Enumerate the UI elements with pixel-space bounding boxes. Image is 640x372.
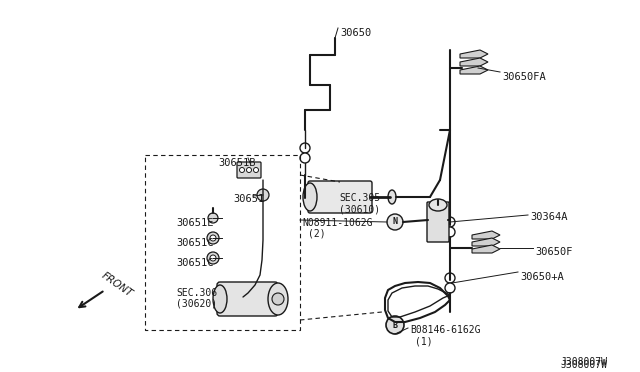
Polygon shape: [472, 231, 500, 239]
Circle shape: [210, 235, 216, 241]
FancyBboxPatch shape: [237, 162, 261, 178]
Ellipse shape: [429, 199, 447, 211]
Circle shape: [207, 252, 219, 264]
Circle shape: [387, 214, 403, 230]
Text: (30620): (30620): [176, 299, 217, 309]
Polygon shape: [460, 66, 488, 74]
Polygon shape: [472, 245, 500, 253]
Text: 30651E: 30651E: [176, 218, 214, 228]
Text: J308007W: J308007W: [560, 360, 607, 370]
Circle shape: [386, 316, 404, 334]
Text: (2): (2): [308, 229, 326, 239]
Text: 30651C: 30651C: [176, 258, 214, 268]
Ellipse shape: [388, 190, 396, 204]
Circle shape: [445, 273, 455, 283]
Circle shape: [253, 167, 259, 173]
Circle shape: [239, 167, 244, 173]
Text: N08911-1062G: N08911-1062G: [302, 218, 372, 228]
Text: 30364A: 30364A: [530, 212, 568, 222]
Text: 30651: 30651: [233, 194, 264, 204]
Polygon shape: [460, 58, 488, 66]
Text: (30610): (30610): [339, 204, 380, 214]
Text: 30650FA: 30650FA: [502, 72, 546, 82]
FancyBboxPatch shape: [427, 202, 449, 242]
Text: 30650: 30650: [340, 28, 371, 38]
Ellipse shape: [213, 285, 227, 313]
Circle shape: [208, 213, 218, 223]
Circle shape: [272, 293, 284, 305]
Circle shape: [300, 143, 310, 153]
Ellipse shape: [303, 183, 317, 211]
Text: 30650+A: 30650+A: [520, 272, 564, 282]
Circle shape: [445, 217, 455, 227]
Text: B: B: [392, 321, 397, 330]
FancyBboxPatch shape: [308, 181, 372, 213]
Circle shape: [246, 167, 252, 173]
Circle shape: [300, 153, 310, 163]
Circle shape: [257, 189, 269, 201]
Text: J308007W: J308007W: [560, 357, 607, 367]
Text: SEC.306: SEC.306: [176, 288, 217, 298]
Circle shape: [207, 232, 219, 244]
Polygon shape: [472, 238, 500, 246]
Text: SEC.305: SEC.305: [339, 193, 380, 203]
Circle shape: [445, 227, 455, 237]
Text: 30650F: 30650F: [535, 247, 573, 257]
Text: FRONT: FRONT: [100, 271, 135, 299]
Text: (1): (1): [415, 336, 433, 346]
FancyBboxPatch shape: [217, 282, 278, 316]
Circle shape: [210, 255, 216, 261]
Ellipse shape: [268, 283, 288, 315]
Text: 30651B: 30651B: [218, 158, 255, 168]
Polygon shape: [460, 50, 488, 58]
Circle shape: [445, 283, 455, 293]
Text: B08146-6162G: B08146-6162G: [410, 325, 481, 335]
Text: 30651C: 30651C: [176, 238, 214, 248]
Text: N: N: [392, 218, 397, 227]
